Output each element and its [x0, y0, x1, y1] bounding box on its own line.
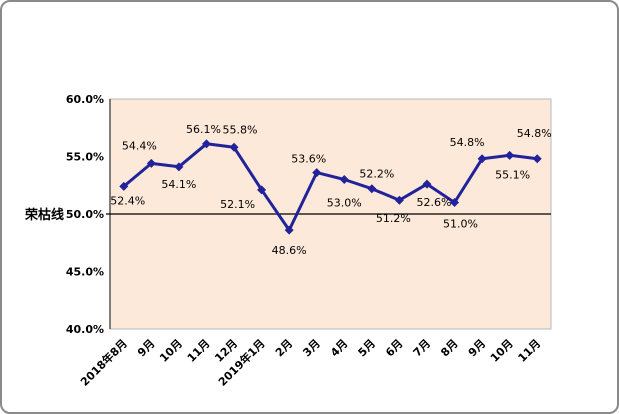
data-point-label: 48.6% [272, 244, 307, 257]
x-axis-label: 5月 [356, 337, 378, 359]
data-point [284, 225, 294, 235]
series-line [122, 142, 538, 232]
data-point [532, 154, 542, 164]
x-axis-label: 11月 [185, 337, 213, 365]
data-point [312, 168, 322, 178]
x-axis-label: 10月 [488, 337, 516, 365]
data-point [450, 198, 460, 207]
data-point-label: 52.6% [416, 196, 451, 209]
data-point-label: 54.1% [161, 178, 196, 191]
data-point [367, 184, 377, 194]
data-point [201, 139, 211, 149]
data-point [339, 175, 349, 184]
data-point-label: 54.8% [517, 127, 552, 140]
data-point [257, 185, 267, 195]
data-point-label: 51.0% [443, 218, 478, 231]
data-point [119, 181, 129, 191]
x-axis-label: 4月 [328, 337, 350, 359]
y-axis-title: 荣枯线 [24, 207, 64, 223]
y-axis-label: 60.0% [66, 93, 104, 106]
data-point [229, 142, 239, 152]
x-axis-label: 6月 [383, 337, 405, 359]
x-axis-label: 11月 [516, 337, 544, 365]
data-point-label: 51.2% [376, 212, 411, 225]
data-point [505, 150, 515, 160]
data-point-label: 52.2% [359, 168, 394, 181]
data-point-label: 52.4% [110, 194, 145, 207]
data-point-label: 53.0% [327, 197, 362, 210]
data-point-label: 52.1% [220, 198, 255, 211]
data-point-label: 56.1% [186, 123, 221, 136]
y-axis-label: 40.0% [66, 323, 104, 336]
data-point-label: 53.6% [291, 153, 326, 166]
y-axis-label: 55.0% [66, 151, 104, 164]
y-axis-label: 45.0% [66, 266, 104, 279]
data-point [422, 179, 432, 189]
x-axis-label: 3月 [300, 337, 322, 359]
x-axis-label: 8月 [438, 337, 460, 359]
x-axis-label: 2月 [273, 337, 295, 359]
data-point [477, 154, 487, 164]
data-point-label: 54.8% [450, 136, 485, 149]
x-axis-label: 2018年8月 [77, 336, 130, 389]
x-axis-label: 9月 [135, 337, 157, 359]
x-axis-label: 7月 [411, 337, 433, 359]
x-axis-label: 10月 [157, 337, 185, 365]
data-point-label: 55.8% [223, 123, 258, 136]
data-point-label: 55.1% [495, 168, 530, 181]
data-point [394, 195, 404, 205]
x-axis-label: 9月 [466, 337, 488, 359]
data-point [146, 158, 156, 168]
y-axis-label: 50.0% [66, 208, 104, 221]
data-point-label: 54.4% [122, 139, 157, 152]
data-point [174, 162, 184, 172]
